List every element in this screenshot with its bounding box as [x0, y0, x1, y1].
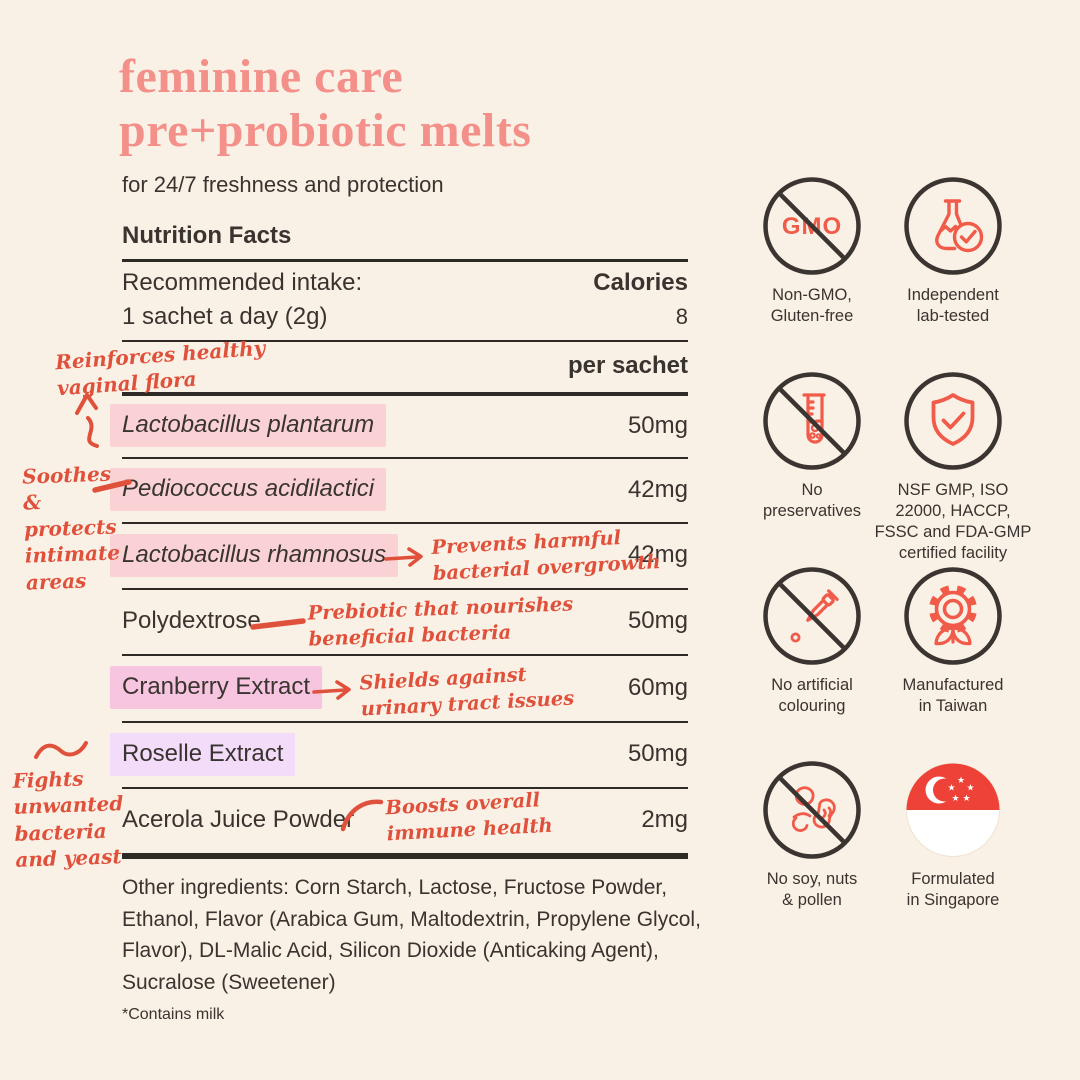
- badge-label: Non-GMO, Gluten-free: [770, 286, 854, 326]
- dash-connector-icon: [92, 479, 132, 493]
- lab-flask-check-icon: [904, 177, 1002, 275]
- squiggle-icon: [34, 741, 88, 759]
- badge-label: No preservatives: [762, 481, 862, 521]
- ingredient-name: Roselle Extract: [110, 732, 296, 776]
- badge-label: NSF GMP, ISO 22000, HACCP, FSSC and FDA-…: [874, 481, 1032, 563]
- table-row: Pediococcus acidilactici 42mg: [110, 457, 688, 522]
- badge-label: No soy, nuts & pollen: [766, 870, 858, 910]
- dash-connector-icon: [250, 618, 306, 630]
- table-row: Lactobacillus rhamnosus 42mg: [110, 522, 688, 588]
- ingredient-amount: 2mg: [641, 806, 688, 833]
- badge-no-soy-nuts-pollen: No soy, nuts & pollen: [717, 760, 907, 911]
- table-row: Polydextrose 50mg: [122, 588, 688, 654]
- table-rule: [122, 457, 688, 459]
- table-rule: [122, 787, 688, 789]
- badge-label: Independent lab-tested: [907, 286, 999, 326]
- page-subtitle: for 24/7 freshness and protection: [122, 172, 444, 197]
- badge-manufactured-taiwan: Manufactured in Taiwan: [858, 566, 1048, 717]
- ingredient-amount: 50mg: [627, 607, 688, 634]
- intake-value: 1 sachet a day (2g): [122, 303, 328, 330]
- badge-label: Manufactured in Taiwan: [902, 676, 1004, 716]
- shield-check-icon: [904, 372, 1002, 470]
- table-row: Cranberry Extract 60mg: [110, 654, 688, 721]
- svg-text:★: ★: [966, 784, 974, 794]
- ingredient-amount: 60mg: [627, 673, 688, 701]
- badge-lab-tested: Independent lab-tested: [858, 176, 1048, 327]
- ingredient-name: Polydextrose: [122, 607, 261, 634]
- calories-label: Calories: [593, 269, 688, 296]
- badge-non-gmo: GMO Non-GMO, Gluten-free: [717, 176, 907, 327]
- curved-connector-icon: [340, 799, 384, 832]
- svg-text:★: ★: [951, 794, 959, 804]
- ingredient-name: Lactobacillus rhamnosus: [110, 533, 399, 577]
- ingredient-name: Lactobacillus plantarum: [110, 404, 387, 447]
- per-sachet-row: per sachet: [122, 342, 688, 390]
- table-rule: [122, 259, 688, 262]
- badge-certified-facility: NSF GMP, ISO 22000, HACCP, FSSC and FDA-…: [858, 371, 1048, 564]
- table-rule: [122, 721, 688, 723]
- ingredient-amount: 42mg: [627, 475, 688, 503]
- no-gmo-icon: GMO: [763, 177, 861, 275]
- note-boosts: Boosts overall immune health: [384, 788, 554, 846]
- badge-label: No artificial colouring: [771, 676, 853, 716]
- note-prebiotic: Prebiotic that nourishes beneficial bact…: [307, 592, 574, 651]
- ingredient-name: Cranberry Extract: [110, 666, 323, 709]
- note-fights: Fights unwanted bacteria and yeast: [12, 766, 124, 873]
- table-rule: [122, 588, 688, 590]
- gear-plant-icon: [904, 567, 1002, 665]
- svg-text:★: ★: [947, 784, 955, 794]
- ingredient-amount: 50mg: [627, 411, 688, 439]
- right-arrow-icon: [384, 547, 423, 567]
- table-rule: [122, 340, 688, 342]
- intake-label: Recommended intake:: [122, 269, 363, 296]
- badge-no-artificial-colouring: No artificial colouring: [717, 566, 907, 717]
- no-dropper-icon: [763, 567, 861, 665]
- ingredient-amount: 50mg: [627, 740, 688, 767]
- ingredient-name: Acerola Juice Powder: [122, 806, 355, 833]
- table-rule: [122, 522, 688, 524]
- intake-row: Recommended intake: 1 sachet a day (2g) …: [122, 266, 688, 338]
- page-title: feminine care pre+probiotic melts: [119, 50, 532, 157]
- table-row: Acerola Juice Powder 2mg: [122, 787, 688, 853]
- curved-up-arrow-icon: [75, 393, 99, 448]
- contains-milk-note: *Contains milk: [122, 1006, 225, 1023]
- no-test-tube-icon: [763, 372, 861, 470]
- per-sachet-label: per sachet: [567, 352, 688, 379]
- ingredient-amount: 42mg: [627, 541, 688, 568]
- table-row: Lactobacillus plantarum 50mg: [110, 394, 688, 457]
- singapore-flag-icon: ★ ★ ★ ★ ★: [906, 763, 1000, 857]
- badge-formulated-singapore: ★ ★ ★ ★ ★ Formulated in Singapore: [858, 760, 1048, 911]
- table-rule-thick: [122, 853, 688, 859]
- svg-text:★: ★: [957, 776, 965, 786]
- badge-label: Formulated in Singapore: [906, 870, 1000, 910]
- no-nuts-icon: [763, 761, 861, 859]
- table-rule: [122, 654, 688, 656]
- table-rule: [122, 392, 688, 396]
- badge-no-preservatives: No preservatives: [717, 371, 907, 522]
- table-row: Roselle Extract 50mg: [110, 721, 688, 787]
- nutrition-facts-heading: Nutrition Facts: [122, 222, 292, 249]
- ingredient-name: Pediococcus acidilactici: [110, 468, 387, 511]
- svg-text:★: ★: [962, 794, 970, 804]
- other-ingredients: Other ingredients: Corn Starch, Lactose,…: [122, 876, 701, 994]
- calories-value: 8: [675, 304, 688, 329]
- right-arrow-icon: [312, 680, 351, 700]
